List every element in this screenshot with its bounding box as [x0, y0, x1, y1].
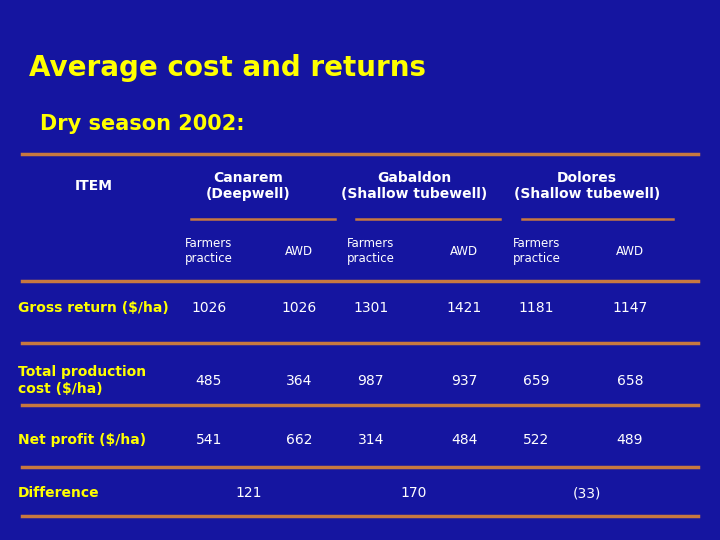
Text: 541: 541: [196, 433, 222, 447]
Text: 364: 364: [286, 374, 312, 388]
Text: 314: 314: [358, 433, 384, 447]
Text: Average cost and returns: Average cost and returns: [29, 53, 426, 82]
Text: Gross return ($/ha): Gross return ($/ha): [18, 301, 168, 315]
Text: 522: 522: [523, 433, 549, 447]
Text: Farmers
practice: Farmers practice: [347, 237, 395, 265]
Text: Net profit ($/ha): Net profit ($/ha): [18, 433, 146, 447]
Text: ITEM: ITEM: [75, 179, 112, 193]
Text: Farmers
practice: Farmers practice: [513, 237, 560, 265]
Text: (33): (33): [572, 486, 601, 500]
Text: Dolores
(Shallow tubewell): Dolores (Shallow tubewell): [513, 171, 660, 201]
Text: Dry season 2002:: Dry season 2002:: [40, 114, 244, 134]
Text: 1301: 1301: [354, 301, 388, 315]
Text: AWD: AWD: [284, 245, 313, 258]
Text: 121: 121: [235, 486, 261, 500]
Text: 662: 662: [286, 433, 312, 447]
Text: Canarem
(Deepwell): Canarem (Deepwell): [206, 171, 291, 201]
Text: 170: 170: [401, 486, 427, 500]
Text: 485: 485: [196, 374, 222, 388]
Text: Gabaldon
(Shallow tubewell): Gabaldon (Shallow tubewell): [341, 171, 487, 201]
Text: 489: 489: [617, 433, 643, 447]
Text: 1181: 1181: [518, 301, 554, 315]
Text: Difference: Difference: [18, 486, 99, 500]
Text: Total production
cost ($/ha): Total production cost ($/ha): [18, 365, 146, 396]
Text: Farmers
practice: Farmers practice: [185, 237, 233, 265]
Text: 1026: 1026: [192, 301, 226, 315]
Text: 1147: 1147: [613, 301, 647, 315]
Text: 1026: 1026: [282, 301, 316, 315]
Text: 658: 658: [617, 374, 643, 388]
Text: AWD: AWD: [616, 245, 644, 258]
Text: 937: 937: [451, 374, 477, 388]
Text: 987: 987: [358, 374, 384, 388]
Text: 659: 659: [523, 374, 549, 388]
Text: 484: 484: [451, 433, 477, 447]
Text: AWD: AWD: [450, 245, 479, 258]
Text: 1421: 1421: [447, 301, 482, 315]
